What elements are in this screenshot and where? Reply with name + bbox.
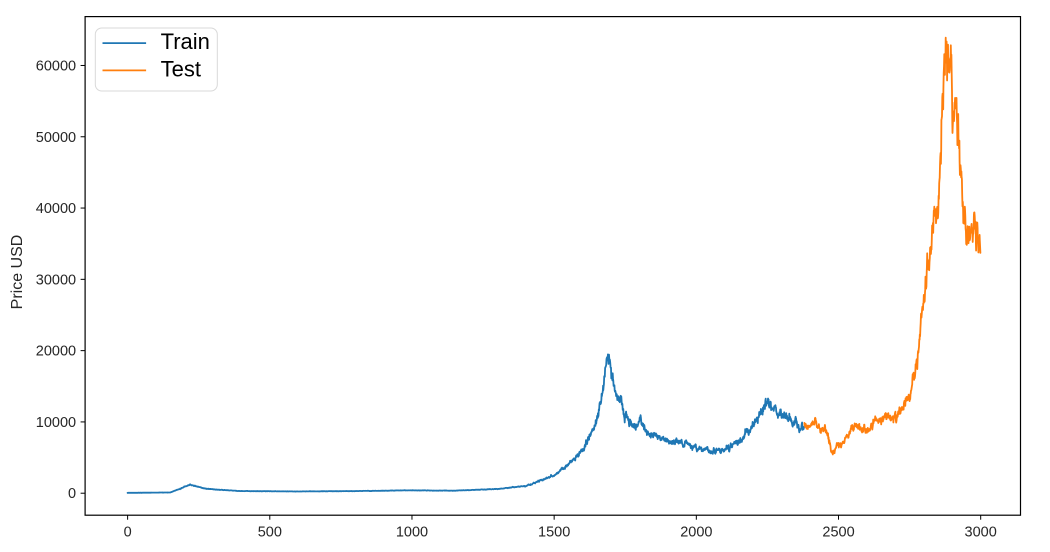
svg-text:2500: 2500: [822, 525, 854, 541]
svg-text:2000: 2000: [680, 525, 712, 541]
svg-text:60000: 60000: [36, 58, 76, 74]
svg-text:1500: 1500: [538, 525, 570, 541]
svg-text:Test: Test: [161, 56, 201, 81]
svg-text:0: 0: [124, 525, 132, 541]
svg-text:Train: Train: [161, 29, 210, 54]
svg-text:50000: 50000: [36, 130, 76, 146]
svg-text:40000: 40000: [36, 201, 76, 217]
svg-text:20000: 20000: [36, 344, 76, 360]
svg-text:Price USD: Price USD: [9, 235, 26, 310]
svg-text:3000: 3000: [965, 525, 997, 541]
svg-text:10000: 10000: [36, 415, 76, 431]
svg-text:30000: 30000: [36, 272, 76, 288]
svg-text:1000: 1000: [396, 525, 428, 541]
svg-text:0: 0: [68, 486, 76, 502]
svg-text:500: 500: [258, 525, 282, 541]
